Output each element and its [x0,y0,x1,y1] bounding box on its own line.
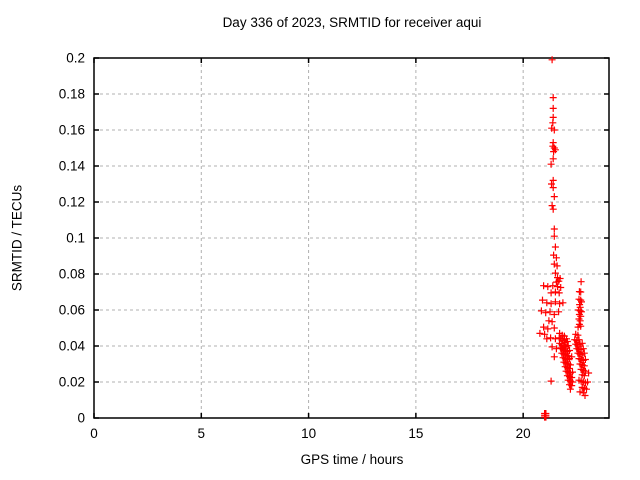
y-tick-label: 0.12 [59,195,85,210]
x-tick-label: 5 [198,426,206,441]
y-tick-label: 0.18 [59,87,85,102]
y-tick-label: 0.02 [59,375,85,390]
scatter-points [536,56,593,421]
x-axis-label: GPS time / hours [300,452,404,467]
y-tick-label: 0.06 [59,303,85,318]
y-tick-label: 0.08 [59,267,85,282]
x-tick-label: 15 [408,426,423,441]
y-tick-label: 0.04 [59,339,86,354]
x-tick-label: 20 [516,426,531,441]
x-tick-label: 0 [90,426,98,441]
y-tick-label: 0.14 [59,159,86,174]
y-tick-label: 0.1 [66,231,85,246]
x-tick-label: 10 [301,426,316,441]
chart-title: Day 336 of 2023, SRMTID for receiver aqu… [222,15,482,30]
plot-border [93,57,610,419]
y-tick-label: 0 [77,411,85,426]
y-tick-label: 0.16 [59,123,85,138]
y-tick-label: 0.2 [66,51,85,66]
